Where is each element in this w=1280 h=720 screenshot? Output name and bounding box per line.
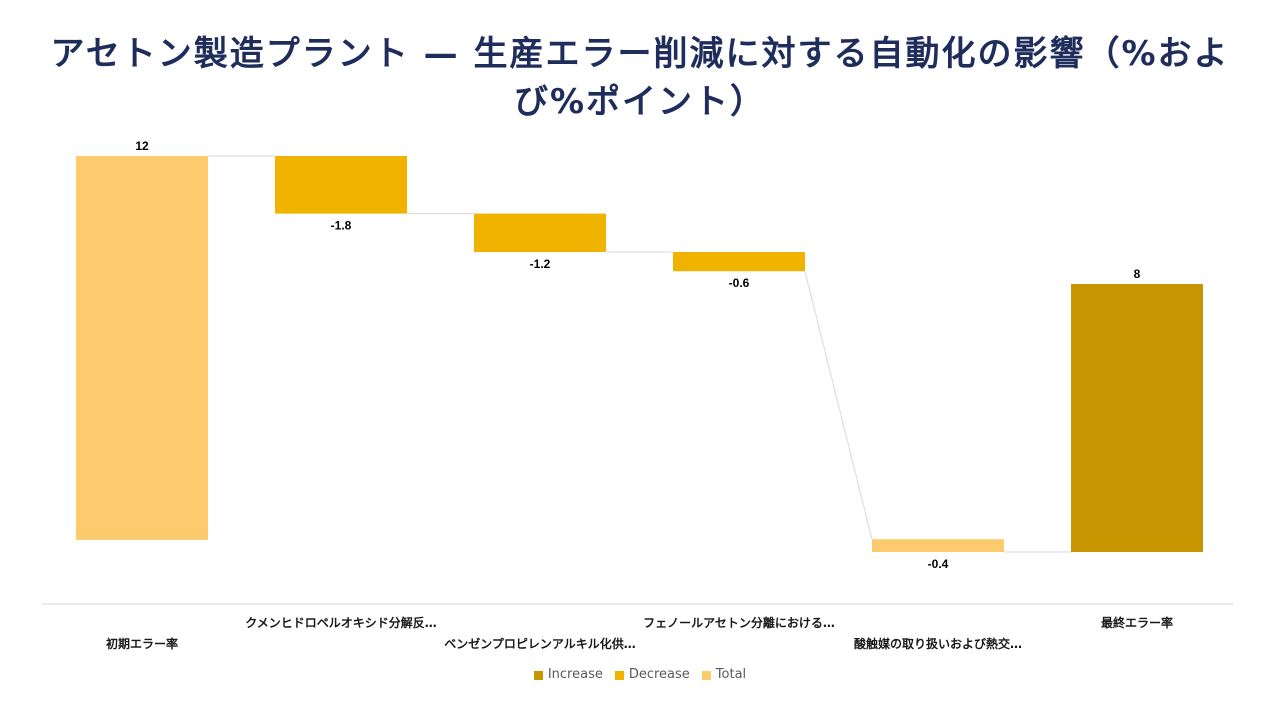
chart-title: アセトン製造プラント — 生産エラー削減に対する自動化の影響（%および%ポイント…	[50, 34, 1230, 122]
data-label-6: 8	[1134, 267, 1141, 281]
legend-item-increase: Increase	[533, 666, 603, 684]
bar-2	[275, 156, 407, 214]
category-label-5: 酸触媒の取り扱いおよび熱交…	[854, 636, 1022, 651]
data-label-2: -1.8	[331, 219, 352, 233]
legend-swatch	[614, 670, 624, 680]
bar-1	[76, 156, 208, 540]
category-label-6: 最終エラー率	[1101, 615, 1173, 630]
category-label-3: ベンゼンプロピレンアルキル化供…	[444, 636, 636, 651]
legend-label: Decrease	[628, 667, 690, 682]
chart-legend: Increase Decrease Total	[0, 666, 1280, 684]
data-label-5: -0.4	[928, 557, 949, 571]
category-label-2: クメンヒドロペルオキシド分解反…	[245, 615, 437, 630]
legend-swatch	[701, 670, 711, 680]
legend-label: Increase	[547, 667, 603, 682]
bar-3	[474, 213, 606, 252]
bar-5	[872, 539, 1004, 552]
data-label-1: 12	[135, 139, 149, 153]
bar-6	[1071, 284, 1203, 552]
data-label-4: -0.6	[729, 276, 750, 290]
bar-4	[673, 252, 805, 272]
legend-item-total: Total	[701, 666, 747, 684]
category-label-1: 初期エラー率	[106, 636, 178, 651]
category-label-4: フェノールアセトン分離における…	[643, 615, 835, 630]
legend-item-decrease: Decrease	[614, 666, 690, 684]
legend-swatch	[533, 670, 543, 680]
legend-label: Total	[715, 667, 747, 682]
connector-line	[804, 271, 873, 540]
data-label-3: -1.2	[530, 257, 551, 271]
